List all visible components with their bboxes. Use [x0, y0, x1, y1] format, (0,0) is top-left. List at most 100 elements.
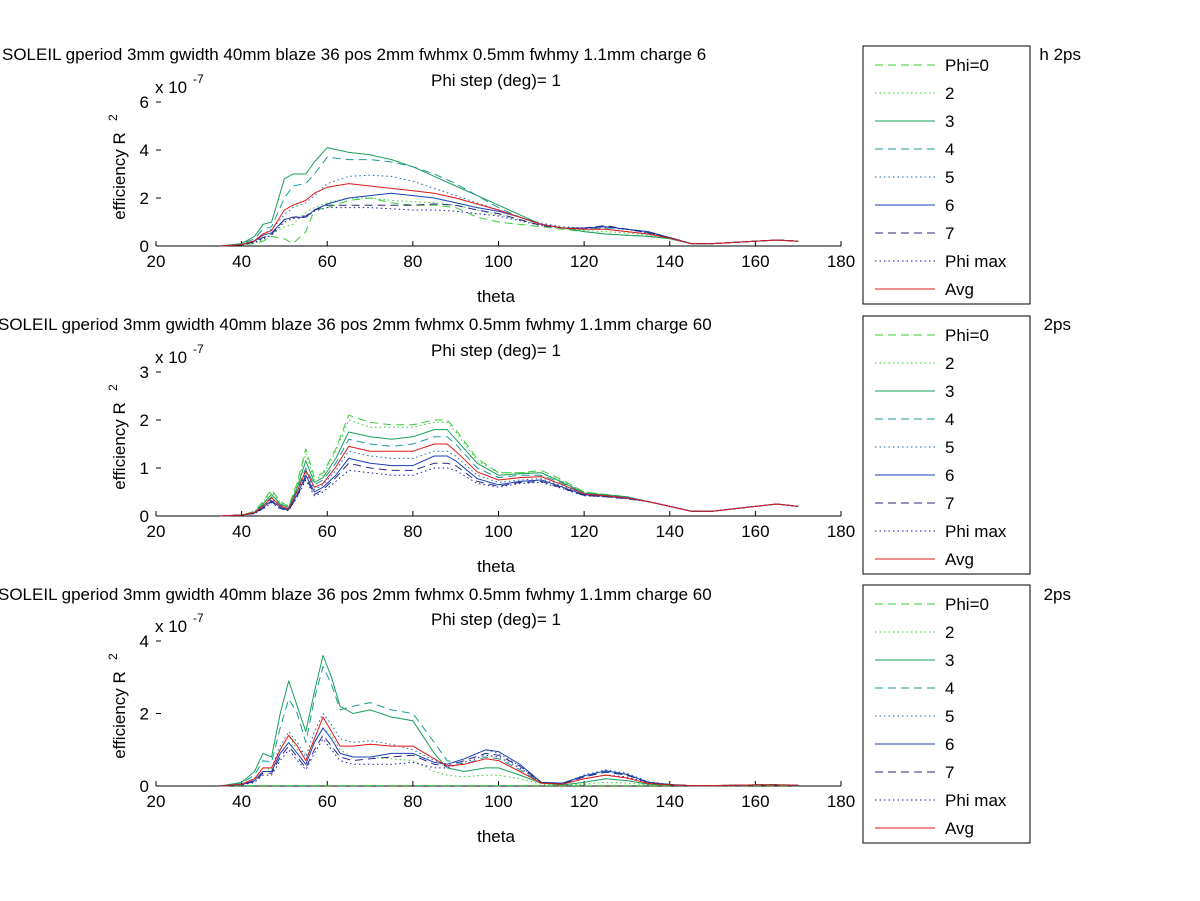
- x-tick-label: 120: [570, 252, 598, 271]
- exponent-label: x 10 -7: [155, 611, 204, 636]
- y-axis-label-sup: 2: [106, 653, 120, 660]
- x-tick-label: 160: [741, 522, 769, 541]
- x-axis-label: theta: [477, 827, 515, 846]
- exponent-base: x 10: [155, 348, 187, 367]
- x-axis-label: theta: [477, 557, 515, 576]
- legend-entry: 4: [945, 679, 954, 698]
- y-axis-label: efficiency R 2: [106, 384, 129, 490]
- legend-entry: 6: [945, 196, 954, 215]
- x-tick-label: 100: [484, 792, 512, 811]
- chart-title-line3: Phi step (deg)= 1: [431, 341, 561, 360]
- y-axis-label: efficiency R 2: [106, 114, 129, 220]
- x-tick-label: 20: [147, 792, 166, 811]
- series-line-phi-0: [220, 414, 799, 517]
- chart-title-line3: Phi step (deg)= 1: [431, 610, 561, 629]
- legend-3: Phi=0 2 3 4 5 6 7 Phi max Avg: [862, 584, 1031, 844]
- series-lines: [220, 147, 799, 247]
- chart-title-line2: 2ps: [1044, 585, 1071, 604]
- y-axis-label-text: efficiency R: [110, 132, 129, 220]
- y-tick-label: 4: [140, 141, 149, 160]
- legend-entry: Avg: [945, 280, 974, 299]
- legend-entry: 5: [945, 438, 954, 457]
- y-axis-label-text: efficiency R: [110, 402, 129, 490]
- exponent-power: -7: [193, 342, 204, 356]
- y-axis-label-sup: 2: [106, 384, 120, 391]
- legend-entry: Avg: [945, 550, 974, 569]
- x-tick-label: 140: [656, 522, 684, 541]
- subplot-2: SOLEIL gperiod 3mm gwidth 40mm blaze 36 …: [0, 315, 1071, 576]
- exponent-base: x 10: [155, 617, 187, 636]
- y-tick-label: 2: [140, 189, 149, 208]
- x-axis-label: theta: [477, 287, 515, 306]
- chart-title-line2: 2ps: [1044, 315, 1071, 334]
- series-lines: [220, 414, 799, 517]
- x-tick-label: 120: [570, 792, 598, 811]
- x-tick-label: 80: [403, 252, 422, 271]
- y-tick-label: 0: [140, 237, 149, 256]
- legend-entry: 7: [945, 763, 954, 782]
- x-tick-label: 140: [656, 252, 684, 271]
- exponent-label: x 10 -7: [155, 342, 204, 367]
- legend-entry: Phi max: [945, 252, 1007, 271]
- chart-title-line1: SOLEIL gperiod 3mm gwidth 40mm blaze 36 …: [0, 315, 712, 334]
- exponent-label: x 10 -7: [155, 72, 204, 97]
- x-tick-label: 80: [403, 522, 422, 541]
- legend-entry: 5: [945, 707, 954, 726]
- legend-2: Phi=0 2 3 4 5 6 7 Phi max Avg: [862, 315, 1031, 575]
- legend-box: [862, 315, 1031, 575]
- legend-entry: Phi=0: [945, 595, 989, 614]
- exponent-power: -7: [193, 611, 204, 625]
- legend-entry: Phi max: [945, 791, 1007, 810]
- x-tick-label: 160: [741, 792, 769, 811]
- x-tick-label: 40: [232, 792, 251, 811]
- x-tick-label: 180: [827, 252, 855, 271]
- legend-1: Phi=0 2 3 4 5 6 7 Phi max Avg: [862, 45, 1031, 305]
- subplot-3: SOLEIL gperiod 3mm gwidth 40mm blaze 36 …: [0, 585, 1071, 846]
- chart-title-line2: h 2ps: [1039, 45, 1081, 64]
- series-line-phi-max: [220, 207, 799, 247]
- x-tick-label: 180: [827, 792, 855, 811]
- x-tick-label: 100: [484, 522, 512, 541]
- legend-entry: 6: [945, 735, 954, 754]
- legend-entry: 3: [945, 112, 954, 131]
- x-tick-label: 40: [232, 522, 251, 541]
- exponent-base: x 10: [155, 78, 187, 97]
- legend-entry: 7: [945, 224, 954, 243]
- legend-entry: 3: [945, 382, 954, 401]
- legend-entry: 4: [945, 140, 954, 159]
- series-line-avg: [220, 443, 799, 517]
- chart-title-line1: SOLEIL gperiod 3mm gwidth 40mm blaze 36 …: [0, 585, 712, 604]
- series-line-avg: [220, 716, 799, 787]
- exponent-power: -7: [193, 72, 204, 86]
- y-tick-label: 0: [140, 507, 149, 526]
- series-line-4: [220, 665, 799, 787]
- x-tick-label: 60: [318, 792, 337, 811]
- y-tick-label: 4: [140, 632, 149, 651]
- legend-box: [862, 584, 1031, 844]
- series-line-7: [220, 734, 799, 787]
- chart-title-line3: Phi step (deg)= 1: [431, 71, 561, 90]
- chart-title-line1: SOLEIL gperiod 3mm gwidth 40mm blaze 36 …: [2, 45, 706, 64]
- x-tick-label: 20: [147, 522, 166, 541]
- subplot-1: SOLEIL gperiod 3mm gwidth 40mm blaze 36 …: [2, 45, 1081, 306]
- legend-box: [862, 45, 1031, 305]
- legend-entry: 2: [945, 354, 954, 373]
- x-tick-label: 160: [741, 252, 769, 271]
- legend-entry: Phi=0: [945, 326, 989, 345]
- legend-entry: 2: [945, 623, 954, 642]
- x-tick-label: 60: [318, 252, 337, 271]
- x-tick-label: 140: [656, 792, 684, 811]
- legend-entry: Avg: [945, 819, 974, 838]
- legend-entry: 2: [945, 84, 954, 103]
- legend-entry: 6: [945, 466, 954, 485]
- x-tick-label: 180: [827, 522, 855, 541]
- y-tick-label: 1: [140, 459, 149, 478]
- x-tick-label: 20: [147, 252, 166, 271]
- legend-entry: 7: [945, 494, 954, 513]
- y-axis-label-sup: 2: [106, 114, 120, 121]
- y-tick-label: 2: [140, 705, 149, 724]
- series-lines: [220, 655, 799, 787]
- x-tick-label: 80: [403, 792, 422, 811]
- axis-ticks: 20 40 60 80 100 120 140 160 180 0 2 4 6: [140, 93, 856, 271]
